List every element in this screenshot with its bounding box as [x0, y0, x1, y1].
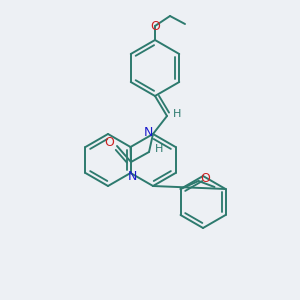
Text: O: O: [150, 20, 160, 32]
Text: O: O: [104, 136, 114, 149]
Text: H: H: [155, 144, 163, 154]
Text: N: N: [128, 170, 137, 184]
Text: O: O: [201, 172, 211, 184]
Text: H: H: [173, 109, 181, 119]
Text: N: N: [143, 125, 153, 139]
